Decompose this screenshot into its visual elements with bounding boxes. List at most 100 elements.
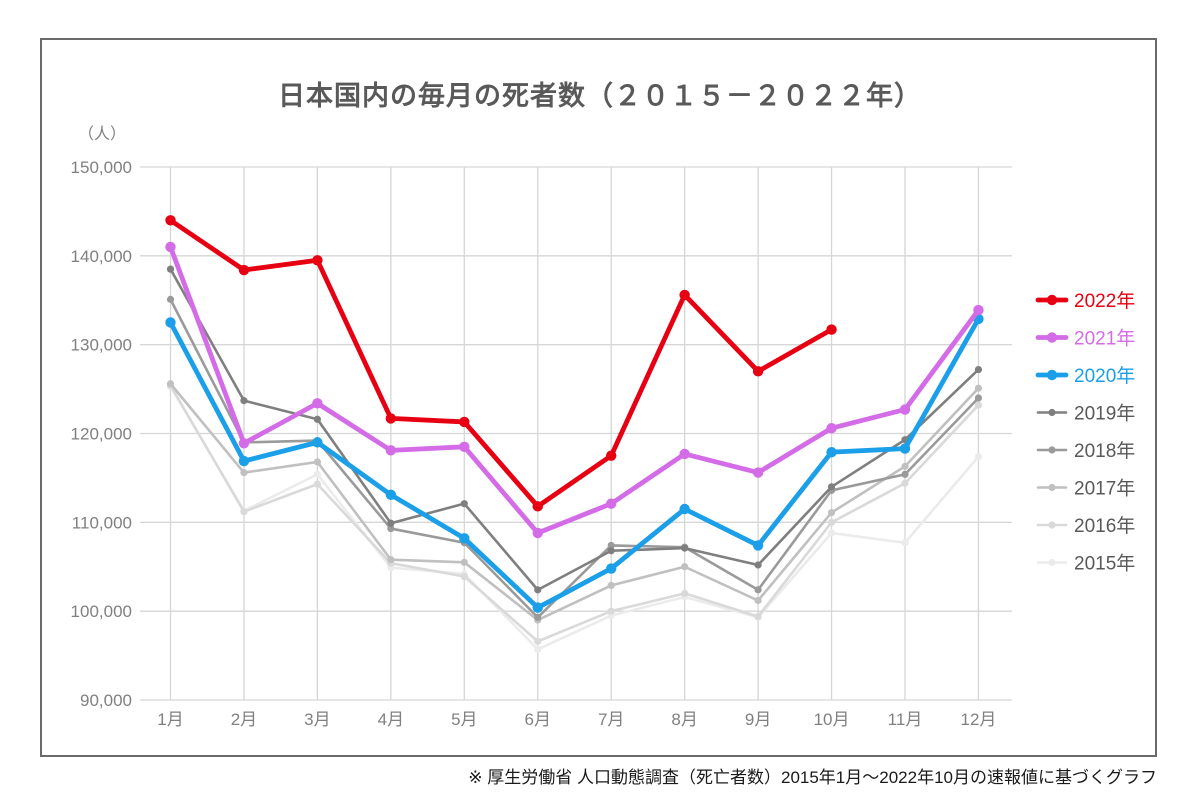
data-point-2019年 <box>240 397 248 405</box>
data-point-2022年 <box>165 215 176 226</box>
data-point-2022年 <box>312 255 323 266</box>
data-point-2016年 <box>313 480 321 488</box>
legend-item-2018年: 2018年 <box>1036 440 1135 462</box>
legend-marker-dot <box>1048 521 1056 529</box>
data-point-2015年 <box>534 645 542 653</box>
data-point-2016年 <box>901 479 909 487</box>
data-point-2020年 <box>679 503 690 515</box>
legend-marker-dot <box>1048 446 1056 454</box>
data-point-2017年 <box>974 384 983 392</box>
data-point-2016年 <box>534 637 542 645</box>
data-point-2021年 <box>312 398 323 409</box>
data-point-2018年 <box>607 541 615 550</box>
data-point-2022年 <box>385 413 397 424</box>
data-point-2020年 <box>165 317 176 328</box>
legend-marker-dot <box>1048 483 1056 492</box>
data-point-2022年 <box>459 416 470 428</box>
data-point-2017年 <box>240 468 248 477</box>
data-point-2019年 <box>313 415 321 423</box>
data-point-2022年 <box>606 450 617 461</box>
y-tick-label: 130,000 <box>71 336 132 355</box>
data-point-2020年 <box>238 455 250 467</box>
x-tick-label: 3月 <box>304 710 330 729</box>
data-point-2020年 <box>385 489 397 500</box>
series-line-2018年 <box>169 298 980 619</box>
data-point-2022年 <box>826 324 837 335</box>
data-point-2020年 <box>532 602 543 613</box>
data-point-2021年 <box>899 404 911 415</box>
data-point-2019年 <box>387 519 395 527</box>
data-point-2022年 <box>532 501 543 512</box>
y-tick-label: 110,000 <box>72 513 132 532</box>
data-point-2020年 <box>312 437 323 448</box>
legend-item-2017年: 2017年 <box>1036 478 1135 500</box>
chart-title: 日本国内の毎月の死者数（２０１５－２０２２年） <box>278 81 922 111</box>
data-point-2018年 <box>534 613 542 621</box>
data-point-2016年 <box>460 572 468 581</box>
data-point-2015年 <box>313 470 321 478</box>
data-point-2017年 <box>754 596 762 605</box>
data-point-2021年 <box>165 241 176 253</box>
data-point-2019年 <box>754 561 762 569</box>
data-point-2020年 <box>826 446 837 458</box>
legend-item-2016年: 2016年 <box>1036 515 1135 537</box>
data-point-2020年 <box>606 563 617 574</box>
data-point-2019年 <box>681 544 689 552</box>
data-point-2021年 <box>238 438 250 449</box>
x-tick-label: 10月 <box>814 710 850 729</box>
series-line-2019年 <box>169 267 980 592</box>
legend-label: 2015年 <box>1074 553 1135 575</box>
legend-marker-dot <box>1048 408 1056 417</box>
data-point-2019年 <box>607 547 615 555</box>
data-point-2016年 <box>827 518 836 526</box>
legend-item-2022年: 2022年 <box>1035 290 1135 312</box>
x-tick-label: 5月 <box>451 710 477 729</box>
data-point-2021年 <box>826 422 837 434</box>
x-tick-label: 9月 <box>745 710 771 729</box>
data-point-2015年 <box>974 452 983 461</box>
x-tick-label: 7月 <box>598 710 624 729</box>
y-tick-label: 120,000 <box>71 425 132 444</box>
data-point-2017年 <box>607 581 615 590</box>
data-point-2017年 <box>901 462 909 470</box>
data-point-2018年 <box>387 524 395 533</box>
data-point-2017年 <box>387 556 395 564</box>
data-point-2016年 <box>607 607 615 615</box>
x-tick-label: 8月 <box>671 710 697 729</box>
data-point-2016年 <box>754 612 762 621</box>
x-tick-label: 4月 <box>378 710 404 729</box>
data-point-2017年 <box>166 380 175 388</box>
legend-label: 2019年 <box>1074 403 1135 425</box>
legend-label: 2017年 <box>1074 478 1135 500</box>
legend-marker-dot <box>1046 369 1058 381</box>
x-tick-label: 2月 <box>231 710 257 729</box>
data-point-2018年 <box>754 586 762 594</box>
data-point-2019年 <box>460 500 468 508</box>
data-point-2015年 <box>827 529 836 537</box>
x-tick-label: 11月 <box>888 710 923 729</box>
data-point-2019年 <box>827 483 836 491</box>
legend-item-2015年: 2015年 <box>1036 553 1135 575</box>
series-line-2017年 <box>169 382 980 622</box>
y-tick-label: 150,000 <box>71 158 132 177</box>
x-tick-label: 1月 <box>157 710 183 729</box>
data-point-2018年 <box>166 295 175 303</box>
data-point-2017年 <box>460 558 468 566</box>
data-point-2022年 <box>679 289 690 301</box>
data-point-2019年 <box>974 365 983 374</box>
data-point-2016年 <box>681 589 689 598</box>
legend-marker-dot <box>1046 332 1058 343</box>
data-point-2017年 <box>681 563 689 571</box>
data-point-2020年 <box>899 443 911 454</box>
legend-label: 2021年 <box>1074 328 1135 350</box>
data-point-2018年 <box>901 470 909 478</box>
legend-item-2020年: 2020年 <box>1035 365 1135 387</box>
legend-item-2019年: 2019年 <box>1036 403 1135 425</box>
series-line-2022年 <box>168 217 834 509</box>
x-tick-label: 6月 <box>525 710 551 729</box>
y-tick-label: 100,000 <box>71 602 132 621</box>
data-point-2021年 <box>532 527 543 539</box>
data-point-2015年 <box>901 539 909 547</box>
legend-item-2021年: 2021年 <box>1035 328 1135 350</box>
series-line-2021年 <box>168 244 981 536</box>
